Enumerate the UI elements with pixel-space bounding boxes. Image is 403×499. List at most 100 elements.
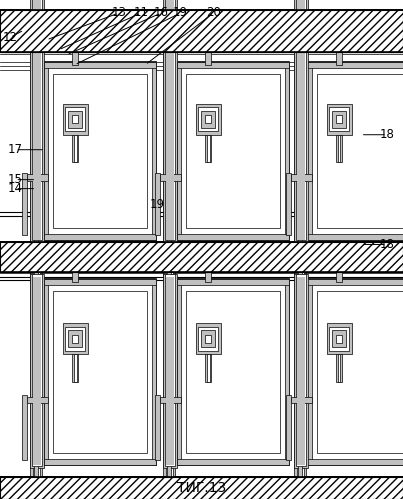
Bar	[44, 459, 156, 465]
Bar	[62, 323, 87, 354]
Bar	[163, 272, 175, 477]
Bar	[329, 107, 349, 131]
Bar	[326, 104, 351, 135]
Bar	[74, 135, 77, 162]
Bar	[186, 74, 280, 228]
Bar	[44, 234, 156, 240]
Bar	[0, 477, 403, 499]
Bar	[332, 330, 346, 347]
Bar	[297, 52, 304, 242]
Bar	[206, 135, 211, 162]
Bar	[44, 279, 48, 465]
Bar	[0, 477, 403, 499]
Bar	[307, 279, 403, 285]
Bar	[294, 0, 308, 242]
Bar	[198, 107, 218, 131]
Bar	[74, 354, 77, 382]
Bar	[53, 74, 147, 228]
Bar	[30, 0, 44, 242]
Bar	[294, 274, 308, 468]
Bar	[296, 0, 306, 240]
Text: 14: 14	[8, 182, 23, 195]
Bar	[0, 242, 403, 272]
Bar	[155, 173, 160, 235]
Text: 16: 16	[154, 6, 169, 19]
Bar	[205, 25, 211, 65]
Bar	[73, 354, 78, 382]
Bar	[166, 0, 174, 240]
Bar	[155, 395, 160, 460]
Bar	[166, 52, 173, 242]
Bar	[317, 74, 403, 228]
Bar	[72, 25, 78, 65]
Bar	[72, 335, 78, 343]
Bar	[163, 0, 177, 242]
Bar	[297, 277, 305, 465]
Bar	[195, 104, 220, 135]
Bar	[298, 52, 302, 242]
Bar	[337, 354, 342, 382]
Bar	[0, 10, 403, 52]
Bar	[286, 173, 291, 235]
Bar	[68, 330, 82, 347]
Bar	[165, 274, 175, 466]
Text: 17: 17	[8, 143, 23, 156]
Bar	[294, 52, 306, 242]
Bar	[336, 115, 342, 123]
Bar	[30, 274, 44, 468]
Bar	[336, 242, 342, 282]
Bar	[30, 272, 42, 477]
Bar	[177, 234, 289, 240]
Bar	[32, 274, 42, 466]
Bar	[177, 62, 181, 240]
Bar	[44, 62, 156, 240]
Bar	[177, 62, 289, 68]
Bar	[27, 397, 48, 403]
Bar	[152, 62, 156, 240]
Bar	[336, 335, 342, 343]
Bar	[307, 279, 312, 465]
Bar	[296, 274, 306, 466]
Bar	[0, 477, 403, 499]
Bar	[33, 0, 41, 240]
Bar	[207, 354, 210, 382]
Bar	[336, 25, 342, 65]
Bar	[165, 0, 175, 240]
Bar	[317, 291, 403, 453]
Bar	[160, 397, 181, 403]
Text: 13: 13	[112, 6, 126, 19]
Bar	[298, 272, 302, 477]
Bar	[34, 52, 38, 242]
Bar	[152, 279, 156, 465]
Bar	[166, 272, 173, 477]
Text: 18: 18	[380, 238, 394, 251]
Bar	[201, 111, 215, 128]
Bar	[0, 10, 403, 52]
Text: ΤИГ.13: ΤИГ.13	[177, 481, 226, 495]
Bar	[285, 279, 289, 465]
Bar	[297, 272, 304, 477]
Bar	[205, 242, 211, 282]
Bar	[205, 115, 211, 123]
Text: 12: 12	[2, 31, 18, 44]
Bar	[307, 62, 403, 240]
Bar	[44, 279, 156, 465]
Bar	[285, 62, 289, 240]
Bar	[72, 242, 78, 282]
Bar	[198, 327, 218, 351]
Bar	[337, 135, 342, 162]
Bar	[30, 52, 42, 242]
Bar	[177, 459, 289, 465]
Bar	[72, 115, 78, 123]
Bar	[33, 277, 41, 465]
Bar	[166, 277, 174, 465]
Bar	[167, 272, 171, 477]
Bar	[195, 323, 220, 354]
Bar	[44, 62, 156, 68]
Bar	[307, 62, 403, 68]
Text: 18: 18	[380, 128, 394, 141]
Text: 11: 11	[133, 6, 149, 19]
Bar	[22, 173, 27, 235]
Bar	[160, 174, 181, 181]
Bar	[177, 62, 289, 240]
